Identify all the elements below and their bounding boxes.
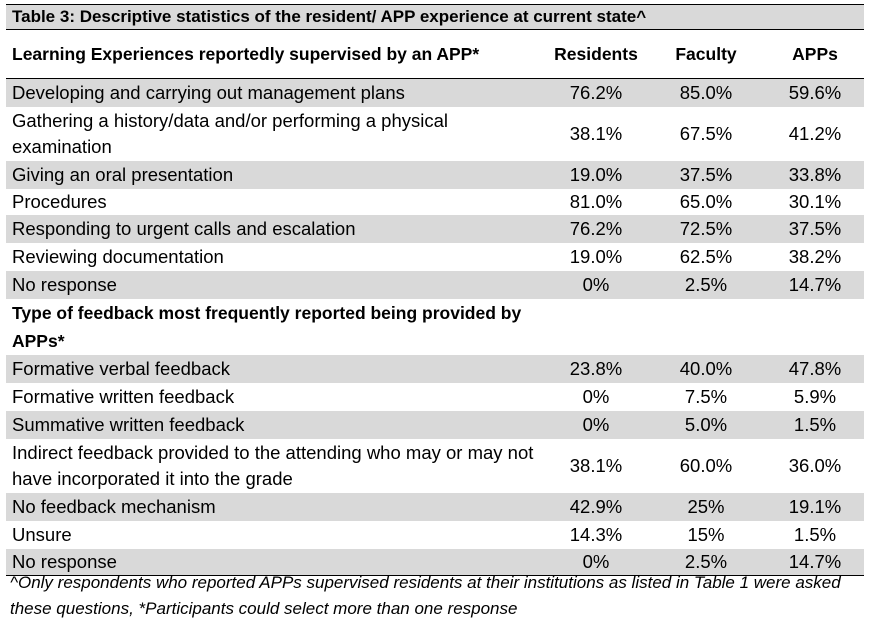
row-faculty-value: 62.5% — [679, 245, 733, 267]
row-apps-value: 5.9% — [793, 385, 837, 407]
row-label: Formative written feedback — [12, 385, 235, 407]
row-label: No feedback mechanism — [6, 492, 546, 521]
row-faculty-value: 65.0% — [679, 190, 733, 212]
row-faculty-value: 85.0% — [646, 78, 766, 107]
row-apps-value: 19.1% — [766, 492, 864, 521]
statistics-table: Learning Experiences reportedly supervis… — [6, 30, 864, 576]
row-label: Giving an oral presentation — [6, 160, 546, 189]
row-faculty-value: 40.0% — [646, 354, 766, 383]
row-residents-value: 0% — [546, 270, 646, 299]
table-row: No feedback mechanism 42.9% 25% 19.1% — [6, 492, 864, 521]
row-residents-value: 81.0% — [569, 190, 623, 212]
row-label: Indirect feedback provided to the attend… — [12, 441, 534, 489]
table-row: Procedures 81.0% 65.0% 30.1% — [6, 189, 864, 215]
row-label: No response — [6, 270, 546, 299]
table-row: Giving an oral presentation 19.0% 37.5% 33.… — [6, 160, 864, 189]
row-label: Summative written feedback — [6, 410, 546, 439]
header-learning-experiences: Learning Experiences reportedly supervis… — [12, 43, 480, 64]
row-residents-value: 38.1% — [569, 454, 623, 476]
table-title: Table 3: Descriptive statistics of the r… — [6, 4, 864, 30]
table-row: No response 0% 2.5% 14.7% — [6, 270, 864, 299]
row-apps-value: 36.0% — [788, 454, 842, 476]
row-apps-value: 59.6% — [766, 78, 864, 107]
table-row: Reviewing documentation 19.0% 62.5% 38.2% — [6, 243, 864, 271]
row-residents-value: 0% — [546, 548, 646, 576]
row-residents-value: 19.0% — [546, 160, 646, 189]
row-apps-value: 14.7% — [766, 548, 864, 576]
feedback-section-header: Type of feedback most frequently reporte… — [6, 299, 864, 355]
row-residents-value: 23.8% — [546, 354, 646, 383]
row-label: Developing and carrying out management p… — [6, 78, 546, 107]
row-faculty-value: 5.0% — [646, 410, 766, 439]
row-residents-value: 0% — [582, 385, 610, 407]
row-faculty-value: 60.0% — [679, 454, 733, 476]
row-residents-value: 0% — [546, 410, 646, 439]
header-row: Learning Experiences reportedly supervis… — [6, 30, 864, 79]
row-faculty-value: 2.5% — [646, 548, 766, 576]
row-residents-value: 42.9% — [546, 492, 646, 521]
row-label: Reviewing documentation — [12, 245, 224, 267]
row-faculty-value: 7.5% — [684, 385, 728, 407]
row-apps-value: 33.8% — [766, 160, 864, 189]
row-faculty-value: 72.5% — [646, 214, 766, 243]
row-residents-value: 76.2% — [546, 78, 646, 107]
row-faculty-value: 15% — [687, 523, 725, 545]
row-label: Responding to urgent calls and escalatio… — [6, 214, 546, 243]
table-row: Gathering a history/data and/or performi… — [6, 107, 864, 161]
row-apps-value: 37.5% — [766, 214, 864, 243]
row-apps-value: 1.5% — [766, 410, 864, 439]
empty-cell — [546, 299, 646, 355]
table-row: Summative written feedback 0% 5.0% 1.5% — [6, 410, 864, 439]
row-label: Formative verbal feedback — [6, 354, 546, 383]
row-residents-value: 19.0% — [569, 245, 623, 267]
row-apps-value: 41.2% — [788, 122, 842, 144]
table-row: Formative verbal feedback 23.8% 40.0% 47.8% — [6, 354, 864, 383]
table-row: Responding to urgent calls and escalatio… — [6, 214, 864, 243]
header-apps: APPs — [792, 43, 838, 64]
row-faculty-value: 67.5% — [679, 122, 733, 144]
header-faculty: Faculty — [675, 43, 737, 64]
row-residents-value: 14.3% — [569, 523, 623, 545]
row-label: No response — [6, 548, 546, 576]
row-apps-value: 14.7% — [766, 270, 864, 299]
feedback-section-label: Type of feedback most frequently reporte… — [12, 302, 522, 351]
row-apps-value: 30.1% — [788, 190, 842, 212]
row-faculty-value: 25% — [646, 492, 766, 521]
header-residents: Residents — [554, 43, 638, 64]
row-faculty-value: 37.5% — [646, 160, 766, 189]
row-label: Unsure — [12, 523, 72, 545]
row-residents-value: 76.2% — [546, 214, 646, 243]
table-row: Indirect feedback provided to the attend… — [6, 439, 864, 493]
row-residents-value: 38.1% — [569, 122, 623, 144]
empty-cell — [766, 299, 864, 355]
table-row: Formative written feedback 0% 7.5% 5.9% — [6, 383, 864, 411]
empty-cell — [646, 299, 766, 355]
row-apps-value: 1.5% — [793, 523, 837, 545]
table-row: Unsure 14.3% 15% 1.5% — [6, 521, 864, 549]
table-row: Developing and carrying out management p… — [6, 78, 864, 107]
row-faculty-value: 2.5% — [646, 270, 766, 299]
row-label: Procedures — [12, 190, 107, 212]
row-label: Gathering a history/data and/or performi… — [12, 109, 449, 157]
row-apps-value: 38.2% — [788, 245, 842, 267]
row-apps-value: 47.8% — [766, 354, 864, 383]
table-footnote: ^Only respondents who reported APPs supe… — [10, 573, 841, 618]
table-row: No response 0% 2.5% 14.7% — [6, 548, 864, 576]
